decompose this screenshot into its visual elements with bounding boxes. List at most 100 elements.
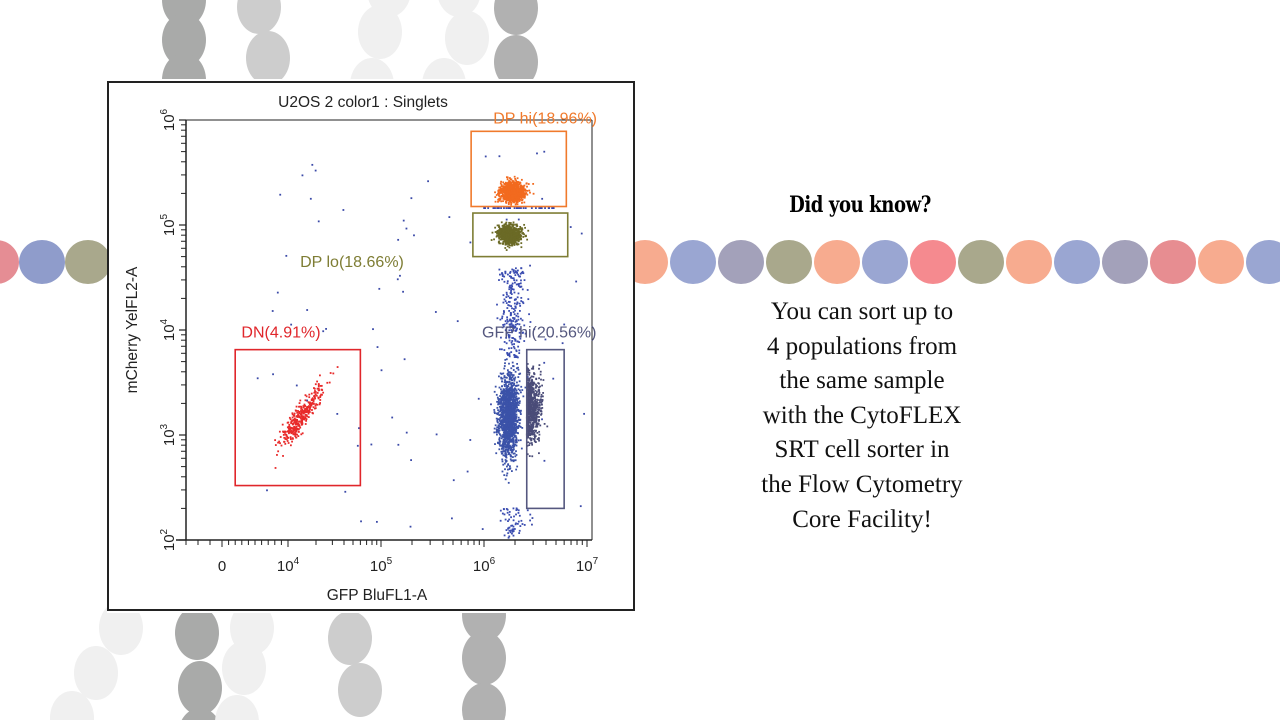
event-point <box>521 301 524 303</box>
event-point <box>312 400 315 403</box>
event-point <box>295 422 298 425</box>
event-point <box>509 448 512 451</box>
y-tick-label: 106 <box>159 108 178 131</box>
event-point <box>506 428 508 431</box>
event-point <box>510 286 513 289</box>
event-point <box>510 440 513 443</box>
event-point <box>505 402 508 405</box>
event-point <box>510 367 513 370</box>
event-point <box>312 398 315 401</box>
event-point <box>512 311 515 313</box>
event-point <box>289 436 292 439</box>
event-point <box>514 404 517 407</box>
event-point <box>469 439 472 441</box>
event-point <box>303 418 306 421</box>
event-point <box>496 224 499 227</box>
event-point <box>535 404 538 407</box>
event-point <box>518 275 520 278</box>
event-point <box>506 194 508 197</box>
event-point <box>311 399 313 402</box>
event-point <box>502 197 505 200</box>
event-point <box>514 417 517 420</box>
event-point <box>509 444 511 447</box>
event-point <box>511 416 514 419</box>
event-point <box>514 401 517 404</box>
event-point <box>508 511 511 513</box>
event-point <box>511 404 514 407</box>
event-point <box>529 383 532 386</box>
event-point <box>511 240 514 243</box>
event-point <box>514 177 517 180</box>
event-point <box>490 239 493 241</box>
event-point <box>498 402 501 405</box>
event-point <box>537 395 540 398</box>
event-point <box>498 233 501 235</box>
event-point <box>508 223 511 226</box>
event-point <box>342 209 345 211</box>
event-point <box>511 194 514 197</box>
decor-circle <box>445 11 489 65</box>
event-point <box>514 408 516 411</box>
event-point <box>290 438 292 441</box>
event-point <box>515 384 518 387</box>
event-point <box>508 198 510 201</box>
chart-title: U2OS 2 color1 : Singlets <box>278 94 448 111</box>
event-point <box>283 436 286 439</box>
event-point <box>502 196 505 199</box>
event-point <box>497 403 500 406</box>
event-point <box>513 198 516 201</box>
event-point <box>502 188 505 191</box>
event-point <box>500 185 503 188</box>
event-point <box>503 280 506 283</box>
event-point <box>511 244 514 247</box>
band-circle <box>19 240 65 284</box>
event-point <box>501 423 504 425</box>
event-point <box>518 400 521 403</box>
event-point <box>512 414 515 417</box>
event-point <box>517 509 520 512</box>
event-point <box>282 433 285 436</box>
event-point <box>494 231 497 233</box>
event-point <box>308 396 311 399</box>
event-point <box>541 407 544 409</box>
event-point <box>518 196 521 199</box>
event-point <box>515 392 518 394</box>
event-point <box>286 440 289 442</box>
event-point <box>520 189 523 192</box>
event-point <box>491 231 494 234</box>
event-point <box>308 393 311 396</box>
event-point <box>501 512 504 515</box>
event-point <box>517 283 520 286</box>
event-point <box>289 431 291 433</box>
event-point <box>538 207 541 209</box>
event-point <box>519 372 522 375</box>
event-point <box>504 452 507 455</box>
event-point <box>515 389 518 392</box>
event-point <box>531 429 533 432</box>
event-point <box>527 386 530 389</box>
event-point <box>510 178 513 181</box>
band-circle <box>862 240 908 284</box>
event-point <box>504 200 507 203</box>
event-point <box>503 394 506 396</box>
event-point <box>495 417 498 420</box>
event-point <box>300 405 302 408</box>
event-point <box>503 391 506 394</box>
event-point <box>506 245 509 248</box>
event-point <box>534 402 537 404</box>
event-point <box>502 463 505 466</box>
event-point <box>502 431 505 434</box>
event-point <box>521 427 524 429</box>
event-point <box>536 402 539 405</box>
event-point <box>294 427 297 430</box>
event-point <box>514 196 517 199</box>
event-point <box>523 233 525 236</box>
event-point <box>514 396 517 399</box>
event-point <box>519 411 522 414</box>
event-point <box>538 408 541 411</box>
event-point <box>513 302 516 305</box>
event-point <box>527 382 530 385</box>
event-point <box>504 197 507 199</box>
event-point <box>502 229 505 232</box>
event-point <box>526 189 529 192</box>
